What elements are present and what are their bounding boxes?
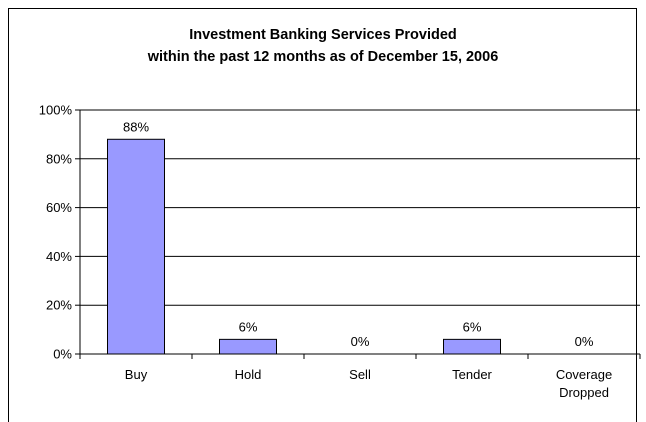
y-tick-label: 60%	[46, 200, 72, 215]
data-label: 6%	[463, 319, 482, 334]
data-label: 88%	[123, 119, 149, 134]
data-label: 0%	[351, 334, 370, 349]
chart-frame	[8, 8, 637, 422]
category-label: Sell	[349, 367, 371, 382]
chart-title: Investment Banking Services Provided wit…	[0, 24, 646, 68]
y-tick-label: 0%	[53, 347, 72, 362]
category-label: Dropped	[559, 385, 609, 400]
chart-title-line-1: Investment Banking Services Provided	[189, 27, 457, 43]
y-tick-label: 100%	[39, 103, 73, 118]
y-tick-label: 20%	[46, 298, 72, 313]
y-tick-label: 40%	[46, 249, 72, 264]
data-label: 0%	[575, 334, 594, 349]
data-label: 6%	[239, 319, 258, 334]
category-label: Coverage	[556, 367, 612, 382]
chart-title-line-2: within the past 12 months as of December…	[147, 49, 499, 65]
category-label: Tender	[452, 367, 492, 382]
category-label: Hold	[235, 367, 262, 382]
bar-1	[219, 338, 277, 355]
category-label: Buy	[125, 367, 148, 382]
bar-0	[107, 138, 165, 355]
bar-3	[443, 338, 501, 355]
y-tick-label: 80%	[46, 151, 72, 166]
